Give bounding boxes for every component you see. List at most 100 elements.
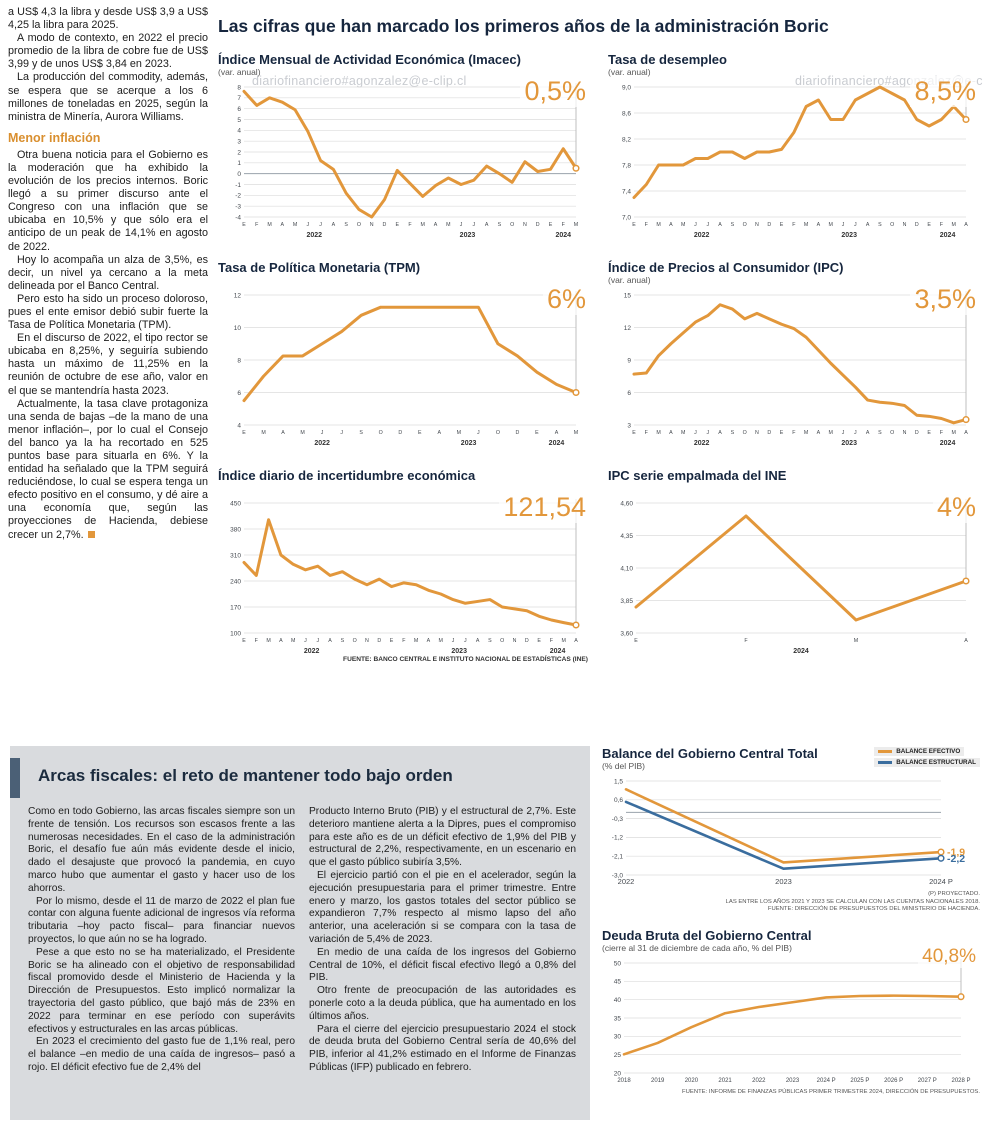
svg-text:9: 9 — [627, 357, 631, 364]
paragraph: Como en todo Gobierno, las arcas fiscale… — [28, 806, 295, 894]
svg-text:E: E — [395, 222, 399, 228]
svg-text:A: A — [279, 638, 283, 644]
svg-text:40: 40 — [614, 997, 622, 1004]
svg-text:-0,3: -0,3 — [612, 816, 624, 823]
svg-text:2024: 2024 — [940, 232, 956, 239]
svg-text:A: A — [718, 222, 722, 228]
svg-text:-2,2: -2,2 — [947, 853, 965, 865]
svg-text:D: D — [915, 222, 919, 228]
latest-value-label: 6% — [542, 284, 586, 315]
svg-text:5: 5 — [237, 117, 241, 124]
paragraph: Actualmente, la tasa clave protagoniza u… — [8, 397, 208, 541]
svg-text:F: F — [408, 222, 412, 228]
svg-text:A: A — [555, 430, 559, 436]
legend-item-estructural: BALANCE ESTRUCTURAL — [874, 758, 980, 767]
footnote: FUENTE: INFORME DE FINANZAS PÚBLICAS PRI… — [682, 1088, 980, 1095]
svg-text:170: 170 — [230, 604, 241, 611]
svg-text:9,0: 9,0 — [622, 84, 631, 91]
svg-text:O: O — [890, 430, 894, 436]
paragraph: En 2023 el crecimiento del gasto fue de … — [28, 1036, 295, 1073]
legend-label: BALANCE ESTRUCTURAL — [896, 759, 976, 766]
svg-text:M: M — [829, 222, 833, 228]
svg-text:F: F — [402, 638, 406, 644]
svg-text:M: M — [457, 430, 461, 436]
svg-text:O: O — [379, 430, 383, 436]
svg-text:6: 6 — [627, 390, 631, 397]
svg-text:2023: 2023 — [460, 232, 476, 239]
svg-text:240: 240 — [230, 578, 241, 585]
svg-text:4,60: 4,60 — [620, 500, 633, 507]
svg-text:E: E — [927, 222, 931, 228]
svg-text:-1,9: -1,9 — [947, 847, 965, 859]
deuda-chart-footnotes: FUENTE: INFORME DE FINANZAS PÚBLICAS PRI… — [602, 1089, 980, 1097]
footnote: (P) PROYECTADO. — [928, 891, 980, 897]
svg-text:J: J — [307, 222, 310, 228]
svg-text:7,4: 7,4 — [622, 188, 631, 195]
chart-title: Índice de Precios al Consumidor (IPC) — [608, 260, 844, 275]
svg-text:2025 P: 2025 P — [850, 1078, 869, 1084]
svg-text:E: E — [418, 430, 422, 436]
svg-text:M: M — [951, 222, 955, 228]
svg-text:F: F — [550, 638, 554, 644]
svg-text:M: M — [414, 638, 418, 644]
svg-text:2026 P: 2026 P — [884, 1078, 903, 1084]
balance-chart-header: Balance del Gobierno Central Total (% de… — [602, 746, 980, 772]
body-paragraphs: Otra buena noticia para el Gobierno es l… — [8, 149, 208, 542]
svg-text:0,6: 0,6 — [614, 797, 623, 804]
svg-text:A: A — [817, 430, 821, 436]
svg-text:15: 15 — [624, 292, 632, 299]
svg-text:A: A — [438, 430, 442, 436]
latest-value-label: 121,54 — [499, 492, 586, 523]
incertidumbre-line-chart: 450 380 310 240 170 100 E F M A M J J A S O N D E F M A M J J A S O… — [218, 495, 588, 655]
svg-text:D: D — [525, 638, 529, 644]
desempleo-chart-card: Tasa de desempleo (var. anual) 8,5% 9,0 8… — [608, 52, 978, 239]
chart-subtitle: (% del PIB) — [602, 761, 645, 771]
svg-text:A: A — [964, 638, 968, 644]
svg-text:-4: -4 — [235, 214, 241, 221]
svg-text:A: A — [332, 222, 336, 228]
svg-text:S: S — [731, 222, 735, 228]
svg-text:S: S — [341, 638, 345, 644]
svg-text:O: O — [353, 638, 357, 644]
paragraph: Otro frente de preocupación de las autor… — [309, 985, 576, 1022]
svg-text:J: J — [854, 222, 857, 228]
svg-text:D: D — [915, 430, 919, 436]
svg-text:2023: 2023 — [451, 648, 467, 655]
svg-text:O: O — [500, 638, 504, 644]
svg-text:3: 3 — [237, 138, 241, 145]
svg-text:M: M — [561, 638, 565, 644]
svg-text:7,8: 7,8 — [622, 162, 631, 169]
svg-text:O: O — [357, 222, 361, 228]
latest-value-label: 0,5% — [520, 76, 586, 107]
legend: BALANCE EFECTIVO BALANCE ESTRUCTURAL — [874, 747, 980, 767]
chart-title: Tasa de Política Monetaria (TPM) — [218, 260, 421, 275]
paragraph: Pese a que esto no se ha materializado, … — [28, 946, 295, 1035]
svg-text:A: A — [866, 430, 870, 436]
fiscal-column-1: Como en todo Gobierno, las arcas fiscale… — [28, 806, 295, 1075]
svg-text:A: A — [434, 222, 438, 228]
imacec-chart-card: Índice Mensual de Actividad Económica (I… — [218, 52, 588, 239]
svg-text:D: D — [767, 430, 771, 436]
paragraph: Hoy lo acompaña un alza de 3,5%, es deci… — [8, 253, 208, 292]
svg-text:50: 50 — [614, 960, 622, 967]
svg-text:45: 45 — [614, 978, 622, 985]
svg-text:A: A — [476, 638, 480, 644]
svg-text:100: 100 — [230, 630, 241, 637]
svg-text:J: J — [464, 638, 467, 644]
svg-text:310: 310 — [230, 552, 241, 559]
svg-text:2022: 2022 — [306, 232, 322, 239]
svg-text:E: E — [537, 638, 541, 644]
svg-text:N: N — [755, 430, 759, 436]
svg-text:M: M — [574, 430, 578, 436]
intro-paragraphs: a US$ 4,3 la libra y desde US$ 3,9 a US$… — [8, 6, 208, 124]
svg-text:M: M — [267, 222, 271, 228]
svg-text:O: O — [510, 222, 514, 228]
svg-text:F: F — [940, 430, 944, 436]
svg-text:20: 20 — [614, 1070, 622, 1077]
deuda-chart-card: Deuda Bruta del Gobierno Central (cierre… — [602, 928, 980, 1097]
svg-text:-3: -3 — [235, 203, 241, 210]
svg-text:J: J — [694, 222, 697, 228]
svg-text:2024: 2024 — [550, 648, 566, 655]
svg-text:1,5: 1,5 — [614, 778, 623, 785]
